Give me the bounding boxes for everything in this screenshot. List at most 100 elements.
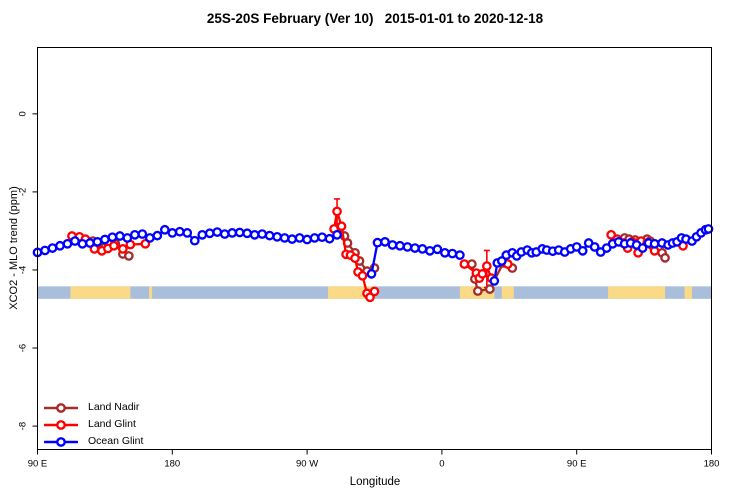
- legend-item-land-nadir: Land Nadir: [44, 399, 143, 416]
- data-point: [472, 286, 483, 296]
- data-point: [477, 269, 488, 279]
- x-tick-label: 180: [164, 459, 180, 470]
- data-point: [85, 238, 95, 248]
- land-segment: [501, 286, 514, 299]
- data-point: [317, 232, 327, 243]
- data-point: [332, 229, 342, 240]
- data-point: [70, 236, 80, 246]
- data-point: [152, 230, 163, 241]
- y-tick-label: -2: [18, 188, 29, 196]
- data-point: [481, 261, 492, 271]
- data-point: [402, 242, 413, 252]
- data-point: [182, 228, 193, 238]
- y-tick-label: -4: [18, 266, 29, 274]
- data-point: [62, 238, 73, 249]
- data-point: [447, 248, 458, 259]
- y-tick-label: 0: [18, 111, 29, 116]
- data-point: [212, 227, 223, 237]
- data-point: [410, 243, 420, 253]
- data-point: [189, 235, 200, 246]
- data-point: [703, 224, 714, 234]
- plot-border: [37, 47, 712, 450]
- data-point: [489, 276, 500, 286]
- data-point: [279, 233, 290, 243]
- y-axis-ticks: 0 -2 -4 -6 -8: [18, 111, 38, 430]
- data-point: [144, 233, 155, 243]
- data-point: [294, 233, 305, 243]
- data-point: [249, 229, 260, 240]
- data-point: [350, 253, 360, 264]
- data-point: [589, 242, 600, 252]
- data-point: [100, 234, 110, 245]
- data-point: [107, 232, 118, 243]
- x-axis-ticks: 90 E 180 90 W 0 90 E 180: [28, 449, 720, 470]
- data-point: [357, 270, 368, 281]
- land-nadir-marker-icon: [44, 402, 78, 413]
- series-ocean-glint: [32, 224, 714, 286]
- data-point: [130, 229, 140, 240]
- ocean-glint-marker-icon: [44, 436, 78, 447]
- land-segment: [608, 286, 666, 299]
- data-point: [380, 237, 390, 247]
- x-tick-label: 90 E: [28, 459, 48, 470]
- data-point: [124, 251, 134, 261]
- data-point: [122, 233, 133, 243]
- data-point: [264, 230, 275, 241]
- data-point: [242, 228, 253, 239]
- data-point: [417, 244, 428, 254]
- legend-label: Ocean Glint: [88, 435, 144, 447]
- data-point: [257, 229, 268, 239]
- data-point: [324, 233, 335, 244]
- y-tick-label: -6: [18, 344, 29, 352]
- legend: Land Nadir Land Glint Ocean Glint: [44, 399, 143, 450]
- data-point: [272, 231, 282, 242]
- land-segment: [684, 286, 693, 299]
- data-point: [336, 221, 347, 232]
- legend-label: Land Glint: [88, 418, 136, 430]
- data-point: [309, 233, 320, 243]
- land-glint-marker-icon: [44, 419, 78, 430]
- data-point: [40, 245, 50, 256]
- data-point: [660, 253, 670, 263]
- data-point: [55, 240, 65, 251]
- data-point: [637, 243, 648, 253]
- legend-item-ocean-glint: Ocean Glint: [44, 433, 143, 450]
- x-tick-label: 90 W: [296, 459, 318, 470]
- data-point: [92, 237, 103, 247]
- land-segment: [328, 286, 372, 299]
- data-point: [577, 245, 588, 256]
- x-axis-label: Longitude: [349, 476, 401, 488]
- data-point: [432, 244, 443, 255]
- data-point: [387, 240, 398, 250]
- data-point: [204, 228, 215, 239]
- x-tick-label: 90 E: [567, 459, 587, 470]
- data-point: [174, 226, 185, 237]
- data-point: [115, 231, 125, 241]
- legend-label: Land Nadir: [88, 401, 140, 413]
- data-point: [167, 228, 178, 238]
- data-point: [77, 238, 88, 249]
- data-point: [425, 245, 435, 256]
- land-segment: [70, 286, 131, 299]
- data-point: [109, 240, 119, 251]
- x-tick-label: 180: [704, 459, 720, 470]
- data-point: [484, 284, 495, 294]
- data-point: [137, 229, 148, 239]
- chart-title: 25S-20S February (Ver 10) 2015-01-01 to …: [206, 11, 544, 26]
- legend-item-land-glint: Land Glint: [44, 416, 143, 433]
- data-point: [440, 247, 450, 258]
- data-point: [372, 237, 383, 248]
- data-point: [197, 229, 208, 240]
- data-point: [455, 250, 465, 260]
- data-point: [459, 259, 470, 269]
- data-point: [649, 238, 660, 249]
- data-point: [302, 234, 312, 245]
- data-point: [47, 243, 58, 253]
- data-point: [234, 227, 245, 238]
- x-tick-label: 0: [439, 459, 444, 470]
- data-point: [395, 240, 405, 251]
- data-point: [219, 229, 230, 239]
- data-point: [159, 224, 170, 235]
